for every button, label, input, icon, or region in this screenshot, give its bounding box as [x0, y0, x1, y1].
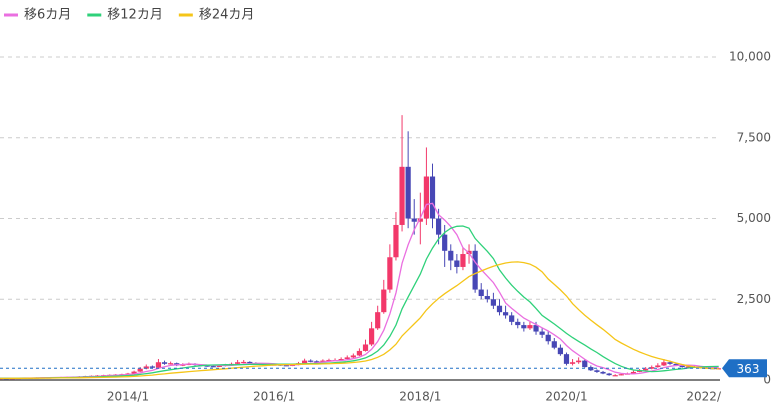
- x-tick-label: 2022/: [686, 390, 722, 404]
- candle-body: [448, 250, 454, 261]
- legend-label: 移6カ月: [24, 8, 71, 23]
- candle-body: [649, 367, 655, 369]
- candle-body: [381, 289, 387, 313]
- candle-body: [137, 368, 143, 372]
- candle-body: [454, 260, 460, 267]
- candle-body: [411, 218, 417, 222]
- candle-body: [521, 325, 527, 329]
- legend: 移6カ月 移12カ月 移24カ月: [4, 8, 254, 23]
- candle-body: [551, 341, 557, 348]
- candle-body: [338, 359, 344, 361]
- moving-average-line: [0, 261, 719, 380]
- candle-body: [350, 355, 356, 358]
- grid: [0, 56, 720, 381]
- candle-body: [563, 354, 570, 364]
- candle-body: [326, 359, 332, 362]
- candle-body: [685, 366, 691, 368]
- candle-body: [490, 299, 496, 306]
- candle-body: [612, 375, 618, 377]
- candle-body: [241, 361, 247, 364]
- candle-body: [204, 365, 210, 367]
- candle-body: [405, 166, 411, 219]
- axis: 0 2,500 5,000 7,500 10,000 2014/1 2016/1 2018/1…: [107, 50, 771, 404]
- candle-body: [308, 360, 314, 362]
- candle-body: [369, 328, 375, 345]
- x-tick-label: 2020/1: [545, 390, 587, 404]
- moving-average-line: [0, 202, 719, 379]
- candle-body: [679, 365, 685, 368]
- y-tick-label: 7,500: [737, 130, 771, 144]
- candle-body: [344, 357, 350, 360]
- candle-body: [429, 176, 436, 219]
- x-tick-label: 2016/1: [253, 390, 295, 404]
- candle-body: [515, 321, 521, 326]
- candle-body: [423, 176, 430, 219]
- candle-body: [673, 363, 679, 366]
- candle-body: [478, 289, 484, 297]
- candle-body: [362, 344, 369, 351]
- legend-label: 移24カ月: [199, 8, 255, 23]
- candle-body: [539, 331, 545, 335]
- candle-body: [131, 371, 137, 374]
- candle-body: [667, 362, 673, 364]
- plot-area: [0, 115, 721, 380]
- candle-body: [594, 370, 600, 372]
- last-value-tag: [722, 359, 767, 378]
- last-value-label: 363: [737, 362, 760, 376]
- candle-body: [655, 365, 661, 368]
- candle-body: [399, 166, 405, 225]
- candle-body: [472, 250, 478, 290]
- candle-body: [283, 365, 289, 367]
- candle-body: [600, 371, 606, 374]
- candle-body: [661, 362, 667, 366]
- y-tick-label: 0: [763, 373, 771, 387]
- candle-body: [606, 373, 612, 376]
- candle-body: [582, 360, 588, 368]
- candle-body: [576, 360, 582, 363]
- candle-body: [314, 361, 320, 363]
- candle-body: [442, 234, 448, 251]
- y-tick-label: 2,500: [737, 292, 771, 306]
- candle-body: [356, 350, 363, 356]
- candle-body: [502, 312, 509, 316]
- candle-body: [527, 325, 533, 329]
- candle-body: [216, 365, 222, 367]
- candle-body: [393, 224, 399, 258]
- candle-body: [155, 362, 162, 368]
- candle-body: [417, 218, 423, 222]
- candle-body: [143, 366, 149, 369]
- candle-body: [557, 347, 563, 355]
- candle-body: [387, 257, 393, 290]
- candle-body: [210, 366, 216, 368]
- candle-body: [533, 325, 539, 332]
- candle-body: [509, 315, 515, 322]
- y-tick-label: 10,000: [729, 50, 771, 64]
- moving-average-line: [0, 225, 719, 379]
- candle-body: [496, 305, 503, 313]
- x-tick-label: 2014/1: [107, 390, 149, 404]
- candle-body: [149, 366, 155, 368]
- candle-body: [435, 218, 442, 235]
- candle-body: [302, 360, 308, 364]
- candle-body: [375, 312, 381, 329]
- candle-body: [161, 362, 168, 364]
- y-tick-label: 5,000: [737, 211, 771, 225]
- candle-body: [247, 361, 253, 364]
- legend-label: 移12カ月: [107, 8, 163, 23]
- candle-body: [569, 362, 576, 364]
- candle-body: [643, 368, 649, 371]
- candle-body: [460, 254, 466, 267]
- candle-body: [484, 296, 490, 300]
- candle-body: [630, 371, 637, 374]
- x-tick-label: 2018/1: [399, 390, 441, 404]
- candle-body: [618, 374, 624, 376]
- candle-body: [320, 360, 326, 362]
- candle-body: [545, 334, 551, 342]
- candle-body: [168, 363, 174, 365]
- candle-body: [235, 362, 241, 364]
